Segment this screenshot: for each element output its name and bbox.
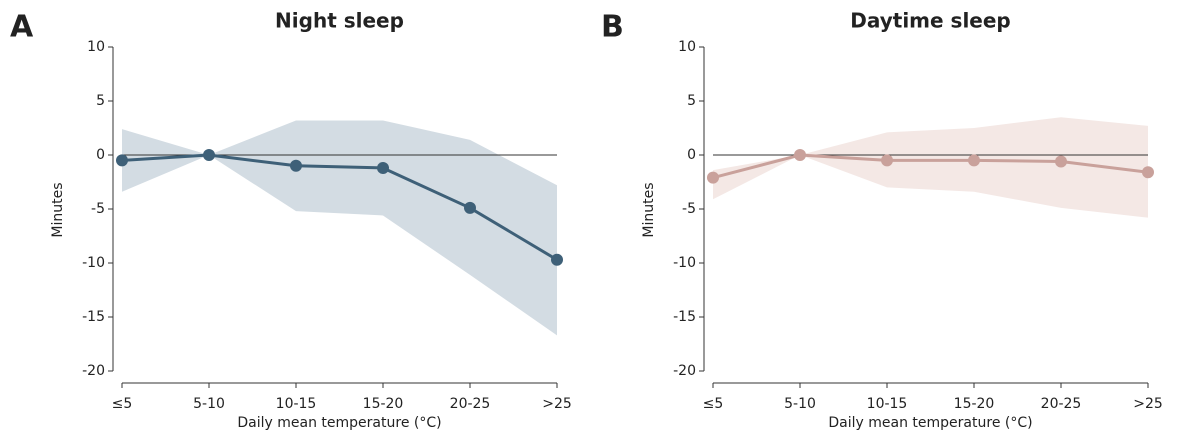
point (203, 149, 215, 161)
x-tick-label: 20-25 (1041, 396, 1082, 412)
y-tick-label: -15 (82, 309, 105, 325)
y-tick-label: -5 (682, 201, 696, 217)
point (464, 201, 476, 214)
y-tick-label: -10 (82, 255, 105, 271)
panel-label: A (10, 10, 34, 45)
y-tick-label: 5 (96, 93, 105, 109)
y-tick-label: 10 (678, 39, 696, 55)
x-tick-label: >25 (542, 396, 572, 412)
x-tick-label: 15-20 (954, 396, 995, 412)
point (1142, 166, 1154, 179)
point (290, 159, 302, 172)
y-axis-label: Minutes (641, 182, 657, 237)
y-tick-label: -20 (82, 363, 105, 379)
confidence-band (713, 117, 1148, 218)
point (551, 253, 563, 266)
confidence-band (122, 120, 557, 336)
x-tick-label: 5-10 (784, 396, 816, 412)
x-tick-label: 10-15 (867, 396, 908, 412)
x-tick-label: 15-20 (363, 396, 404, 412)
y-tick-label: -10 (673, 255, 696, 271)
x-tick-label: ≤5 (112, 396, 133, 412)
point (377, 161, 389, 174)
x-tick-label: ≤5 (703, 396, 724, 412)
point (881, 154, 893, 167)
y-tick-label: 5 (687, 93, 696, 109)
y-tick-label: -5 (91, 201, 105, 217)
y-tick-label: -20 (673, 363, 696, 379)
y-tick-label: 10 (87, 39, 105, 55)
point (968, 154, 980, 167)
x-tick-label: 10-15 (276, 396, 317, 412)
point (794, 149, 806, 161)
x-tick-label: 5-10 (193, 396, 225, 412)
y-axis-label: Minutes (50, 182, 66, 237)
point (707, 171, 719, 184)
line (121, 153, 558, 262)
chart-title: Night sleep (275, 9, 404, 33)
x-tick-label: >25 (1133, 396, 1163, 412)
y-tick-label: -15 (673, 309, 696, 325)
chart-title: Daytime sleep (850, 9, 1011, 33)
x-tick-label: 20-25 (450, 396, 491, 412)
point (116, 154, 128, 167)
line (712, 153, 1149, 180)
y-tick-label: 0 (687, 147, 696, 163)
panel-label: B (601, 10, 624, 45)
x-axis-label: Daily mean temperature (°C) (237, 415, 441, 431)
y-tick-label: 0 (96, 147, 105, 163)
x-axis-label: Daily mean temperature (°C) (828, 415, 1032, 431)
point (1055, 155, 1067, 168)
